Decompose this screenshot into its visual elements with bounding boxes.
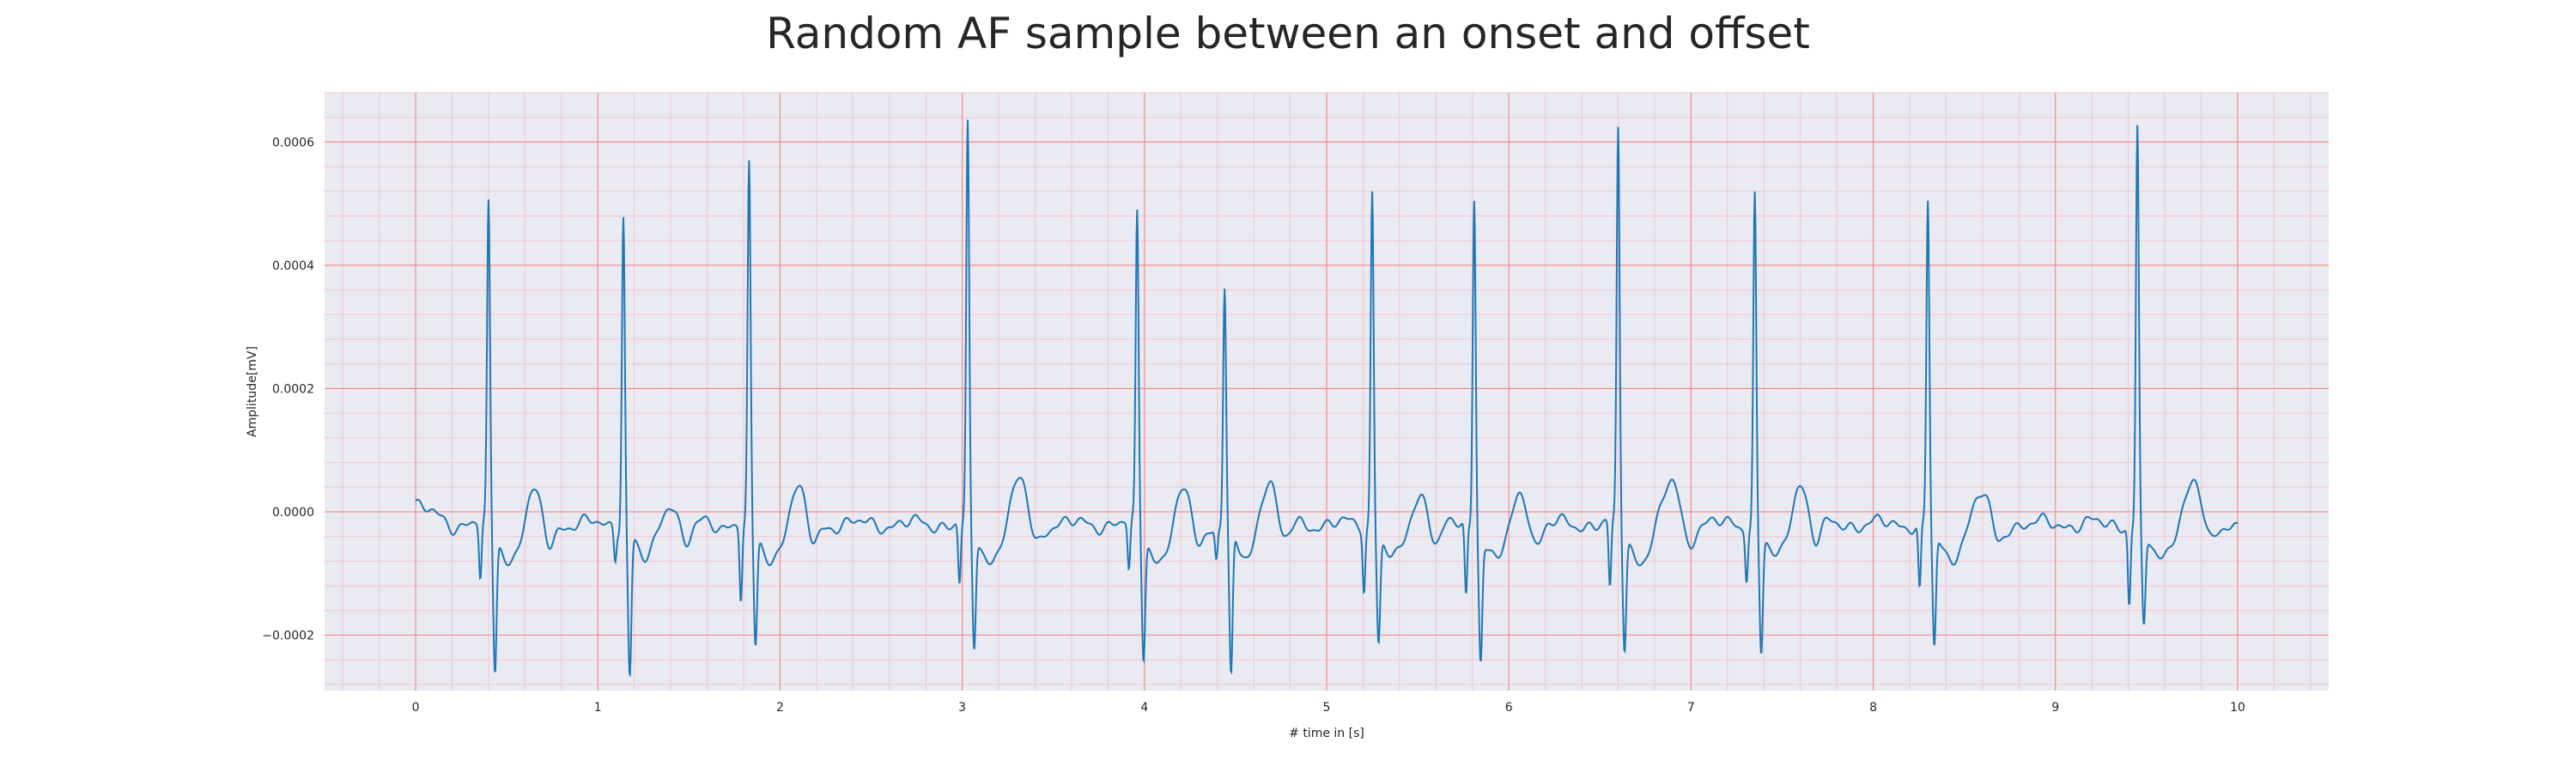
chart-title: Random AF sample between an onset and of… — [766, 9, 1810, 58]
x-axis-label: # time in [s] — [1289, 727, 1364, 740]
x-tick-label: 7 — [1687, 701, 1695, 715]
y-tick-label: 0.0002 — [272, 382, 314, 396]
y-axis-label: Amplitude[mV] — [246, 346, 259, 437]
x-tick-label: 9 — [2051, 701, 2059, 715]
x-axis-ticks: 0 1 2 3 4 5 6 7 8 9 10 — [412, 701, 2245, 715]
x-tick-label: 4 — [1140, 701, 1148, 715]
y-tick-label: 0.0000 — [272, 506, 314, 520]
y-tick-label: −0.0002 — [262, 629, 314, 642]
y-tick-label: 0.0006 — [272, 136, 314, 149]
major-grid — [325, 93, 2329, 691]
x-tick-label: 8 — [1869, 701, 1877, 715]
y-axis-ticks: −0.0002 0.0000 0.0002 0.0004 0.0006 — [262, 136, 314, 642]
x-tick-label: 2 — [776, 701, 784, 715]
x-tick-label: 1 — [594, 701, 602, 715]
x-tick-label: 3 — [958, 701, 966, 715]
x-tick-label: 10 — [2230, 701, 2245, 715]
x-tick-label: 0 — [412, 701, 420, 715]
ecg-signal-line — [415, 119, 2239, 678]
x-tick-label: 6 — [1505, 701, 1513, 715]
x-tick-label: 5 — [1323, 701, 1331, 715]
y-tick-label: 0.0004 — [272, 259, 314, 273]
